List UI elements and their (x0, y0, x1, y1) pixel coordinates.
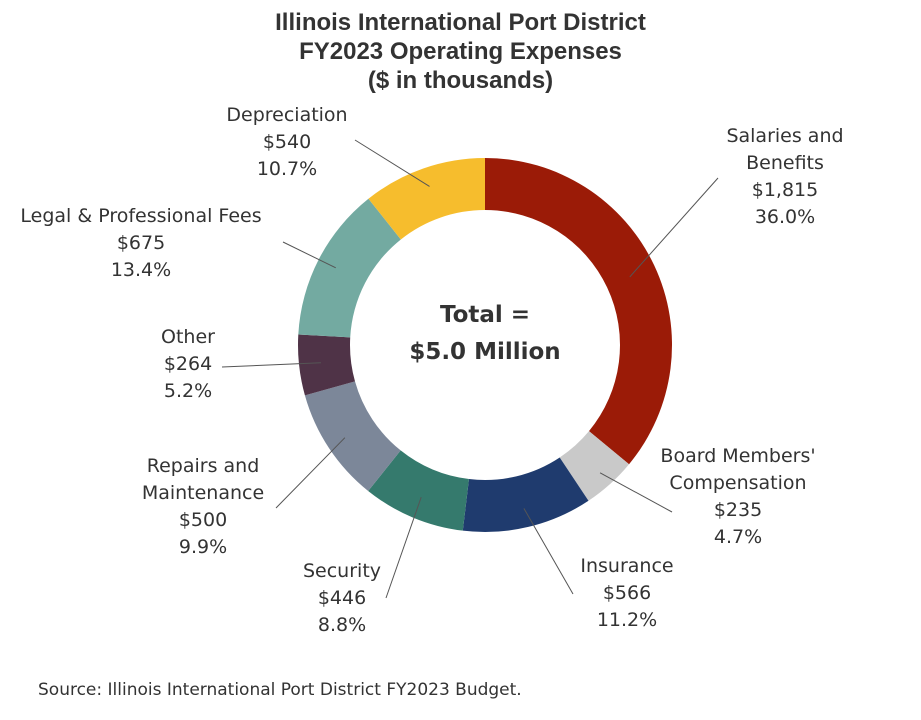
slice-label-line: $566 (603, 582, 651, 604)
slice-label-line: $675 (117, 232, 165, 254)
slice-label-line: 10.7% (257, 158, 317, 180)
slice-label-line: 5.2% (164, 380, 212, 402)
slice-label-line: Depreciation (226, 104, 347, 126)
leader-line-4 (275, 437, 346, 509)
source-note: Source: Illinois International Port Dist… (38, 680, 522, 700)
slice-7 (368, 158, 485, 240)
slice-6 (298, 198, 401, 338)
slice-label-line: 11.2% (597, 609, 657, 631)
slice-label-line: Insurance (580, 555, 673, 577)
slice-label-line: 8.8% (318, 614, 366, 636)
slice-label-3: Security $446 8.8% (303, 560, 381, 636)
slice-label-line: 4.7% (714, 526, 762, 548)
slice-label-7: Depreciation $540 10.7% (226, 104, 347, 180)
leader-line-1 (599, 472, 673, 513)
slice-label-line: $500 (179, 509, 227, 531)
leader-line-7 (354, 139, 430, 187)
leader-line-0 (629, 177, 719, 278)
slice-label-line: Board Members' (660, 445, 815, 467)
slice-label-4: Repairs and Maintenance $500 9.9% (142, 455, 264, 558)
slice-5 (297, 334, 355, 396)
slice-label-line: $264 (164, 353, 212, 375)
center-total-label: Total = $5.0 Million (409, 302, 560, 365)
slice-label-5: Other $264 5.2% (161, 326, 215, 402)
slice-1 (559, 431, 630, 501)
center-total-line: $5.0 Million (409, 339, 560, 365)
chart-title-line-1: Illinois International Port District (275, 9, 646, 36)
slice-label-line: Salaries and (726, 125, 843, 147)
leader-line-5 (221, 362, 321, 368)
leader-line-3 (385, 497, 422, 599)
slice-label-line: $540 (263, 131, 311, 153)
slice-3 (368, 450, 469, 531)
slice-label-line: Security (303, 560, 381, 582)
slice-label-line: $446 (318, 587, 366, 609)
slice-label-line: 9.9% (179, 536, 227, 558)
slice-2 (462, 457, 589, 532)
slice-label-1: Board Members' Compensation $235 4.7% (660, 445, 815, 548)
slice-0 (485, 158, 673, 465)
slice-label-line: Legal & Professional Fees (20, 205, 261, 227)
slice-label-line: 13.4% (111, 259, 171, 281)
leader-line-2 (523, 508, 574, 595)
chart-title-line-2: FY2023 Operating Expenses (299, 38, 622, 65)
slice-label-line: Benefits (746, 152, 824, 174)
chart-title: Illinois International Port District FY2… (0, 8, 921, 95)
slice-label-line: Repairs and (147, 455, 260, 477)
center-total-line: Total = (440, 302, 530, 328)
chart-title-line-3: ($ in thousands) (367, 67, 554, 94)
slice-label-6: Legal & Professional Fees $675 13.4% (20, 205, 261, 281)
slice-4 (304, 381, 401, 491)
slice-label-line: Compensation (669, 472, 806, 494)
slice-label-line: $1,815 (752, 179, 818, 201)
slice-label-line: Maintenance (142, 482, 264, 504)
slice-label-line: 36.0% (755, 206, 815, 228)
slice-label-line: $235 (714, 499, 762, 521)
slice-label-2: Insurance $566 11.2% (580, 555, 673, 631)
leader-line-6 (282, 241, 336, 269)
slice-label-0: Salaries and Benefits $1,815 36.0% (726, 125, 843, 228)
slice-label-line: Other (161, 326, 215, 348)
